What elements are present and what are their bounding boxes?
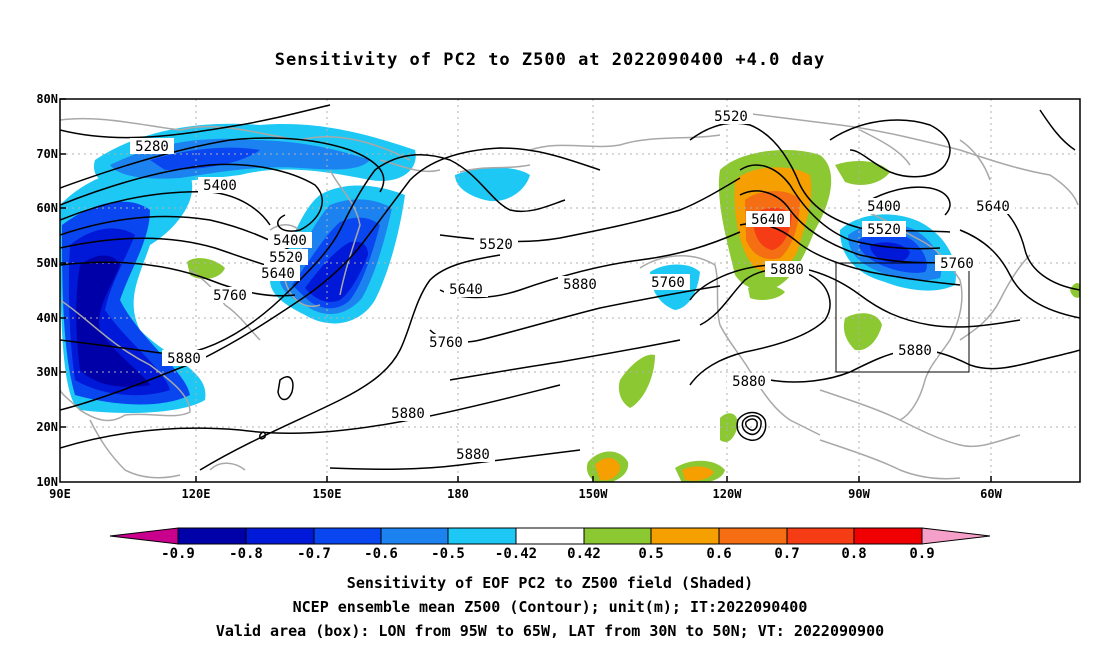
contour-label: 5880 [898, 343, 932, 359]
positive-region-small [187, 258, 225, 280]
colorbar-label: 0.7 [774, 546, 800, 562]
footer-line: NCEP ensemble mean Z500 (Contour); unit(… [292, 598, 808, 616]
colorbar-cell [786, 527, 855, 545]
colorbar-cell [853, 527, 923, 545]
colorbar-label: -0.42 [494, 546, 538, 562]
contour-label: 5760 [213, 288, 247, 304]
colorbar-label: 0.9 [909, 546, 935, 562]
lat-label: 30N [36, 365, 58, 379]
colorbar-cell [380, 527, 449, 545]
contour-label: 5880 [456, 447, 490, 463]
contour-label: 5280 [135, 139, 169, 155]
lon-label: 60W [980, 487, 1002, 501]
positive-region-pacific [720, 413, 738, 443]
contour-label: 5760 [651, 275, 685, 291]
map-title: Sensitivity of PC2 to Z500 at 2022090400… [274, 50, 826, 70]
map-frame [59, 98, 1081, 483]
coastlines [60, 109, 1079, 480]
lon-label: 120W [712, 487, 742, 501]
contour-label: 5520 [714, 109, 748, 125]
lon-label: 90E [49, 487, 71, 501]
footer-line: Valid area (box): LON from 95W to 65W, L… [215, 622, 885, 640]
contour-label: 5640 [261, 266, 295, 282]
lon-label: 150W [578, 487, 608, 501]
negative-region-asia [76, 255, 150, 387]
negative-region-arctic [150, 147, 260, 170]
lat-label: 80N [36, 92, 58, 106]
contour-label: 5520 [479, 237, 513, 253]
contour-label: 5640 [976, 199, 1010, 215]
colorbar-label: 0.6 [706, 546, 732, 562]
positive-region-tropics [595, 457, 620, 481]
colorbar-cell [177, 527, 247, 545]
colorbar-cell [313, 527, 382, 545]
colorbar-cell [718, 527, 788, 545]
lat-label: 70N [36, 147, 58, 161]
lat-label: 40N [36, 311, 58, 325]
gridlines [60, 99, 1080, 482]
valid-area-box [835, 262, 970, 373]
lat-label: 60N [36, 201, 58, 215]
footer-line: Sensitivity of EOF PC2 to Z500 field (Sh… [346, 574, 754, 592]
contour-label: 5400 [203, 178, 237, 194]
colorbar-label: -0.5 [431, 546, 465, 562]
contour-labels: 5280 5400 5400 5520 5640 5760 5880 5880 … [130, 108, 1015, 463]
contour-label: 5640 [751, 212, 785, 228]
positive-region-canada [835, 160, 890, 185]
lat-label: 10N [36, 475, 58, 489]
colorbar-label: -0.7 [297, 546, 331, 562]
colorbar-cell [583, 527, 652, 545]
positive-region-tropics [1070, 283, 1080, 298]
positive-region-southeast [843, 313, 882, 351]
lon-label: 90W [848, 487, 870, 501]
colorbar-label: -0.9 [161, 546, 195, 562]
colorbar-label: -0.6 [364, 546, 398, 562]
contour-label: 5880 [770, 262, 804, 278]
contour-label: 5400 [867, 199, 901, 215]
lat-label: 50N [36, 256, 58, 270]
lon-label: 120E [181, 487, 211, 501]
positive-region-pacific [618, 354, 655, 408]
colorbar-label: 0.8 [841, 546, 867, 562]
lon-label: 150E [312, 487, 342, 501]
positive-region-tropics [682, 466, 714, 481]
contour-label: 5880 [732, 374, 766, 390]
colorbar-high-triangle [921, 527, 991, 545]
contour-label: 5760 [940, 256, 974, 272]
colorbar-cell [447, 527, 517, 545]
contour-label: 5880 [391, 406, 425, 422]
axis-ticks [60, 98, 992, 482]
contour-label: 5520 [269, 250, 303, 266]
contour-label: 5640 [449, 282, 483, 298]
colorbar-low-triangle [109, 527, 179, 545]
lat-label: 20N [36, 420, 58, 434]
contour-label: 5400 [273, 233, 307, 249]
colorbar [109, 527, 991, 545]
lon-label: 180 [447, 487, 469, 501]
contour-label: 5880 [563, 277, 597, 293]
colorbar-label: -0.8 [229, 546, 263, 562]
contour-label: 5880 [167, 351, 201, 367]
colorbar-cell [650, 527, 720, 545]
colorbar-cell [245, 527, 315, 545]
contour-label: 5520 [867, 222, 901, 238]
colorbar-label: 0.5 [638, 546, 664, 562]
colorbar-cell [515, 527, 585, 545]
positive-region-plains [748, 284, 785, 300]
colorbar-label: 0.42 [567, 546, 601, 562]
contour-label: 5760 [429, 335, 463, 351]
